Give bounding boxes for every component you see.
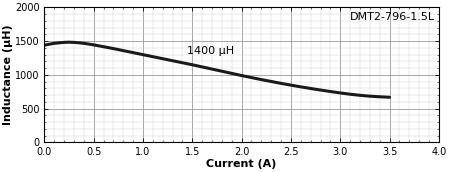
- Text: DMT2-796-1.5L: DMT2-796-1.5L: [350, 12, 435, 22]
- X-axis label: Current (A): Current (A): [207, 159, 277, 169]
- Text: 1400 μH: 1400 μH: [187, 46, 234, 56]
- Y-axis label: Inductance (μH): Inductance (μH): [4, 25, 13, 125]
